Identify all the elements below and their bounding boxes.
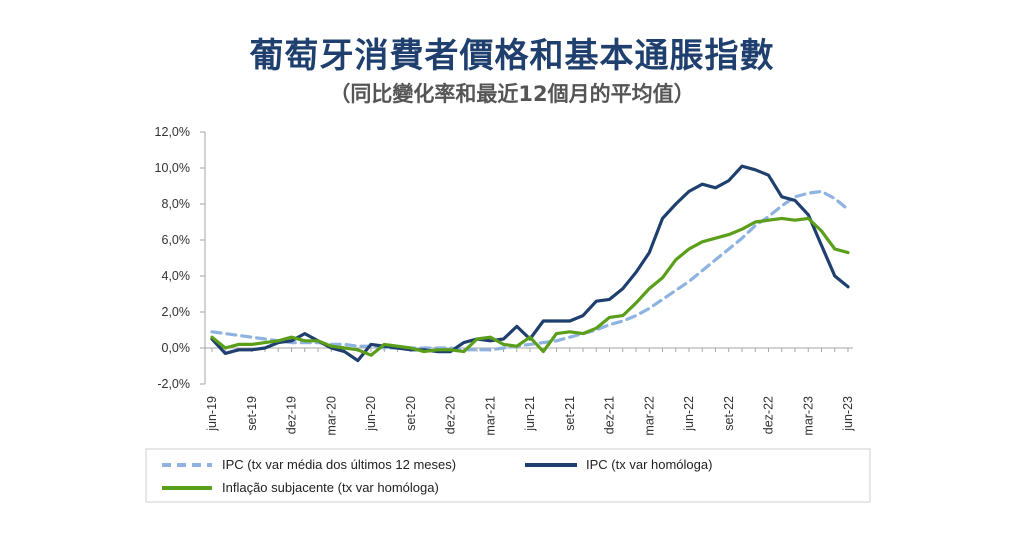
x-tick-label: set-22 xyxy=(722,396,736,431)
legend-label-ipc: IPC (tx var homóloga) xyxy=(586,457,712,472)
series-line-0 xyxy=(210,189,850,352)
x-tick-label: mar-23 xyxy=(801,396,815,436)
series-line-2 xyxy=(210,216,850,357)
chart-title: 葡萄牙消費者價格和基本通脹指數 xyxy=(249,36,775,76)
x-tick-label: dez-19 xyxy=(285,396,299,434)
x-tick-label: jun-19 xyxy=(205,396,219,432)
y-tick-label: 10,0% xyxy=(155,161,190,175)
y-tick-label: -2,0% xyxy=(157,377,190,391)
y-tick-label: 6,0% xyxy=(162,233,191,247)
legend: IPC (tx var média dos últimos 12 meses) … xyxy=(145,448,871,503)
legend-label-core: Inflação subjacente (tx var homóloga) xyxy=(222,480,439,495)
legend-label-ipc-avg: IPC (tx var média dos últimos 12 meses) xyxy=(222,457,456,472)
x-tick-label: set-21 xyxy=(563,396,577,431)
axes: 12,0% 10,0% 8,0% 6,0% 4,0% 2,0% 0,0% -2,0% jun-1… xyxy=(155,125,855,436)
x-tick-label: dez-21 xyxy=(603,396,617,434)
x-tick-label: jun-22 xyxy=(682,396,696,432)
x-tick-label: set-20 xyxy=(404,396,418,431)
x-tick-label: mar-22 xyxy=(642,396,656,436)
y-tick-label: 12,0% xyxy=(155,125,190,139)
chart-subtitle: （同比變化率和最近12個月的平均值） xyxy=(329,82,695,106)
y-tick-label: 0,0% xyxy=(162,341,191,355)
y-tick-label: 8,0% xyxy=(162,197,191,211)
x-tick-label: dez-22 xyxy=(762,396,776,434)
x-tick-label: set-19 xyxy=(245,396,259,431)
series-line-1 xyxy=(210,164,850,363)
x-tick-label: mar-21 xyxy=(483,396,497,436)
x-tick-label: dez-20 xyxy=(444,396,458,434)
legend-box xyxy=(145,448,871,503)
y-tick-label: 4,0% xyxy=(162,269,191,283)
x-tick-label: jun-23 xyxy=(841,396,855,432)
x-tick-label: jun-21 xyxy=(523,396,537,432)
x-tick-label: jun-20 xyxy=(364,396,378,432)
y-tick-label: 2,0% xyxy=(162,305,191,319)
series-layer xyxy=(210,164,850,363)
x-tick-label: mar-20 xyxy=(324,396,338,436)
